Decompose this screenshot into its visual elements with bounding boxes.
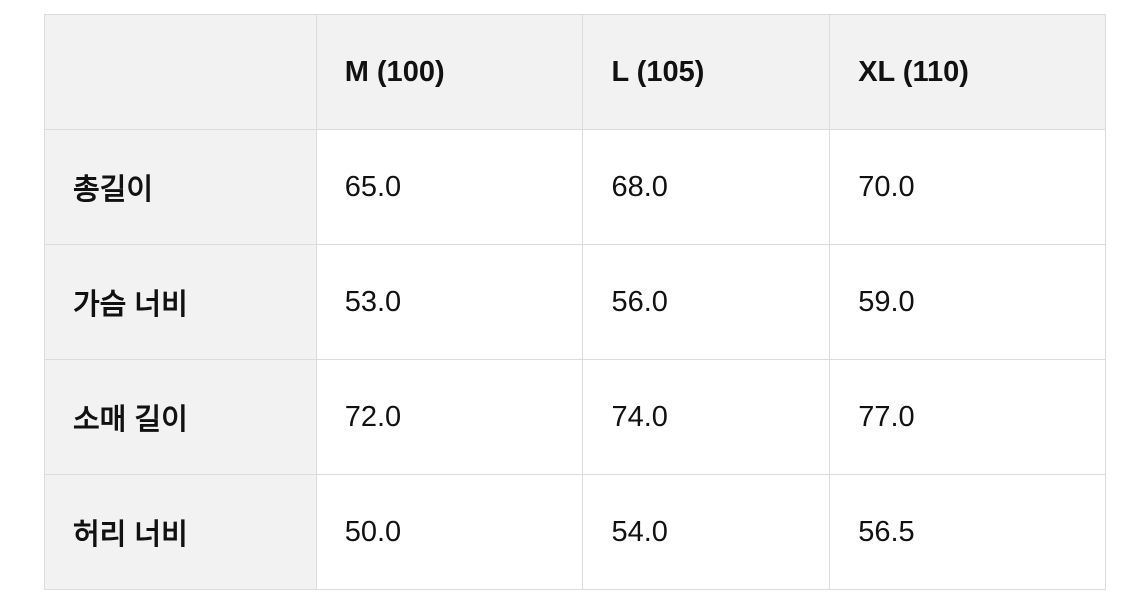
table-cell: 65.0 <box>315 129 584 245</box>
table-cell: 72.0 <box>315 359 584 475</box>
header-size-l: L (105) <box>582 14 831 130</box>
table-cell: 68.0 <box>582 129 831 245</box>
table-cell: 74.0 <box>582 359 831 475</box>
row-label: 허리 너비 <box>44 474 317 590</box>
row-label: 총길이 <box>44 129 317 245</box>
table-cell: 54.0 <box>582 474 831 590</box>
table-row: 허리 너비 50.0 54.0 56.5 <box>44 474 1106 590</box>
table-cell: 77.0 <box>829 359 1106 475</box>
table-cell: 56.5 <box>829 474 1106 590</box>
table-cell: 70.0 <box>829 129 1106 245</box>
table-row: 소매 길이 72.0 74.0 77.0 <box>44 359 1106 475</box>
table-row: 총길이 65.0 68.0 70.0 <box>44 129 1106 245</box>
row-label: 소매 길이 <box>44 359 317 475</box>
table-cell: 59.0 <box>829 244 1106 360</box>
table-cell: 50.0 <box>315 474 584 590</box>
size-chart-table: M (100) L (105) XL (110) 총길이 65.0 68.0 7… <box>44 14 1106 590</box>
table-cell: 53.0 <box>315 244 584 360</box>
header-size-m: M (100) <box>315 14 584 130</box>
table-cell: 56.0 <box>582 244 831 360</box>
row-label: 가슴 너비 <box>44 244 317 360</box>
table-row: 가슴 너비 53.0 56.0 59.0 <box>44 244 1106 360</box>
header-corner <box>44 14 317 130</box>
header-size-xl: XL (110) <box>829 14 1106 130</box>
header-row: M (100) L (105) XL (110) <box>44 14 1106 130</box>
